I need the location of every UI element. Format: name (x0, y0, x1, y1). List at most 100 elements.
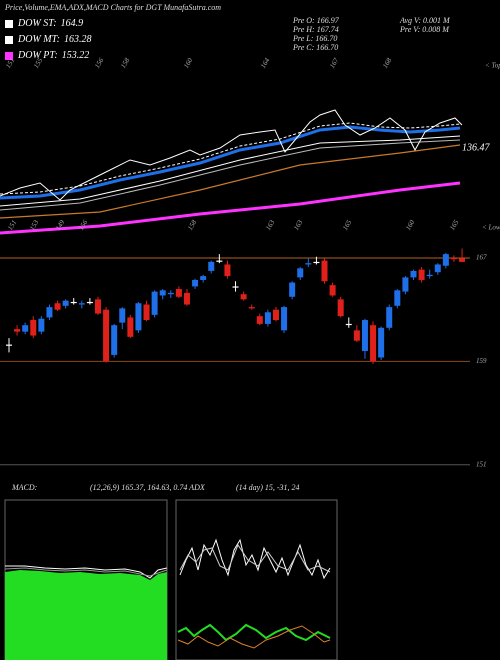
macd-text: (12,26,9) 165.37, 164.63, 0.74 ADX (90, 483, 206, 492)
ema-magenta (0, 181, 461, 235)
legend-swatch (5, 36, 13, 44)
low-label: 165 (448, 218, 460, 232)
ema-gray (0, 135, 461, 207)
candle-body (378, 327, 385, 358)
legend-entry: DOW MT: 163.28 (17, 34, 91, 45)
legend-value: 153.22 (62, 50, 90, 61)
top-label: 160 (182, 56, 194, 70)
price-line (0, 109, 463, 201)
candle-body (426, 274, 433, 277)
top-label: 168 (381, 56, 393, 70)
candle-body (281, 307, 288, 331)
top-label: 158 (119, 56, 131, 70)
top-label: 167 (328, 56, 340, 70)
legend-name: DOW PT: (17, 50, 58, 61)
candle-body (386, 307, 393, 328)
candle-body (86, 301, 93, 304)
candle-body (208, 261, 215, 271)
candle-body (46, 307, 53, 318)
low-label: 163 (292, 218, 304, 232)
lows-label: < Lows (482, 224, 500, 232)
y-tick-label: 167 (476, 254, 487, 262)
low-label: 160 (404, 218, 416, 232)
top-label: 164 (259, 56, 271, 70)
y-tick-label: 151 (476, 460, 487, 468)
quote-text: Pre C: 166.70 (292, 43, 338, 52)
y-tick-label: 159 (476, 357, 487, 365)
legend-swatch (5, 52, 13, 60)
candle-body (450, 258, 457, 260)
candle-body (329, 285, 336, 296)
candle-body (248, 307, 255, 309)
candle-body (297, 268, 304, 278)
adx-line (179, 538, 331, 580)
candle-body (119, 308, 126, 323)
candle-body (22, 325, 29, 332)
macd-area (5, 570, 167, 660)
candle-body (321, 260, 328, 282)
candle-body (151, 291, 158, 315)
candle-body (272, 309, 279, 321)
candle-body (38, 318, 45, 332)
candle-body (345, 323, 352, 326)
candle-body (434, 264, 441, 273)
candle-body (289, 282, 296, 297)
candle-body (143, 304, 150, 321)
quote-text: Pre V: 0.008 M (399, 25, 450, 34)
legend-swatch (5, 20, 13, 28)
signal-line (4, 567, 168, 577)
candle-body (410, 270, 417, 278)
candle-body (256, 316, 263, 324)
di-line (179, 543, 331, 573)
ema-dashed (0, 122, 461, 195)
ema-label: 136.47 (462, 142, 491, 153)
candle-body (54, 303, 61, 310)
candle-body (78, 303, 85, 305)
candle-body (370, 325, 377, 362)
candle-body (459, 258, 466, 262)
candle-body (240, 294, 247, 300)
candle-body (442, 254, 449, 266)
macd-title: MACD: (11, 483, 38, 492)
quote-text: Avg V: 0.001 M (399, 16, 451, 25)
tops-label: < Tops (485, 62, 500, 70)
legend-entry: DOW PT: 153.22 (17, 50, 89, 61)
candle-body (111, 325, 118, 355)
candle-body (94, 299, 101, 314)
ema-blue (0, 125, 461, 200)
low-label: 156 (77, 218, 89, 232)
candle-body (183, 292, 190, 305)
quote-text: Pre H: 167.74 (292, 25, 339, 34)
candle-body (70, 301, 77, 304)
di-plus (177, 623, 331, 642)
legend-value: 163.28 (64, 34, 92, 45)
macd-panel (4, 499, 168, 660)
ema-orange (0, 144, 461, 219)
candle-body (394, 290, 401, 306)
di-minus (177, 625, 331, 649)
candle-body (224, 264, 231, 277)
adx-frame (175, 499, 338, 660)
candle-body (353, 330, 360, 341)
quote-text: Pre O: 166.97 (292, 16, 340, 25)
candle-body (62, 300, 69, 306)
candle-body (200, 276, 207, 280)
low-label: 165 (341, 218, 353, 232)
candle-body (6, 344, 12, 346)
candle-body (30, 320, 37, 336)
candle-body (159, 290, 166, 296)
candle-body (313, 261, 320, 264)
candle-body (216, 260, 223, 262)
adx-panel (175, 499, 338, 660)
candle-body (232, 286, 239, 288)
candle-body (337, 299, 344, 317)
candle-body (14, 329, 21, 332)
candle-body (418, 269, 425, 280)
quote-text: Pre L: 166.70 (292, 34, 337, 43)
candle-body (305, 263, 312, 265)
low-label: 151 (6, 219, 18, 232)
candle-body (175, 289, 182, 297)
candle-body (264, 312, 271, 324)
legend-name: DOW MT: (17, 34, 60, 45)
